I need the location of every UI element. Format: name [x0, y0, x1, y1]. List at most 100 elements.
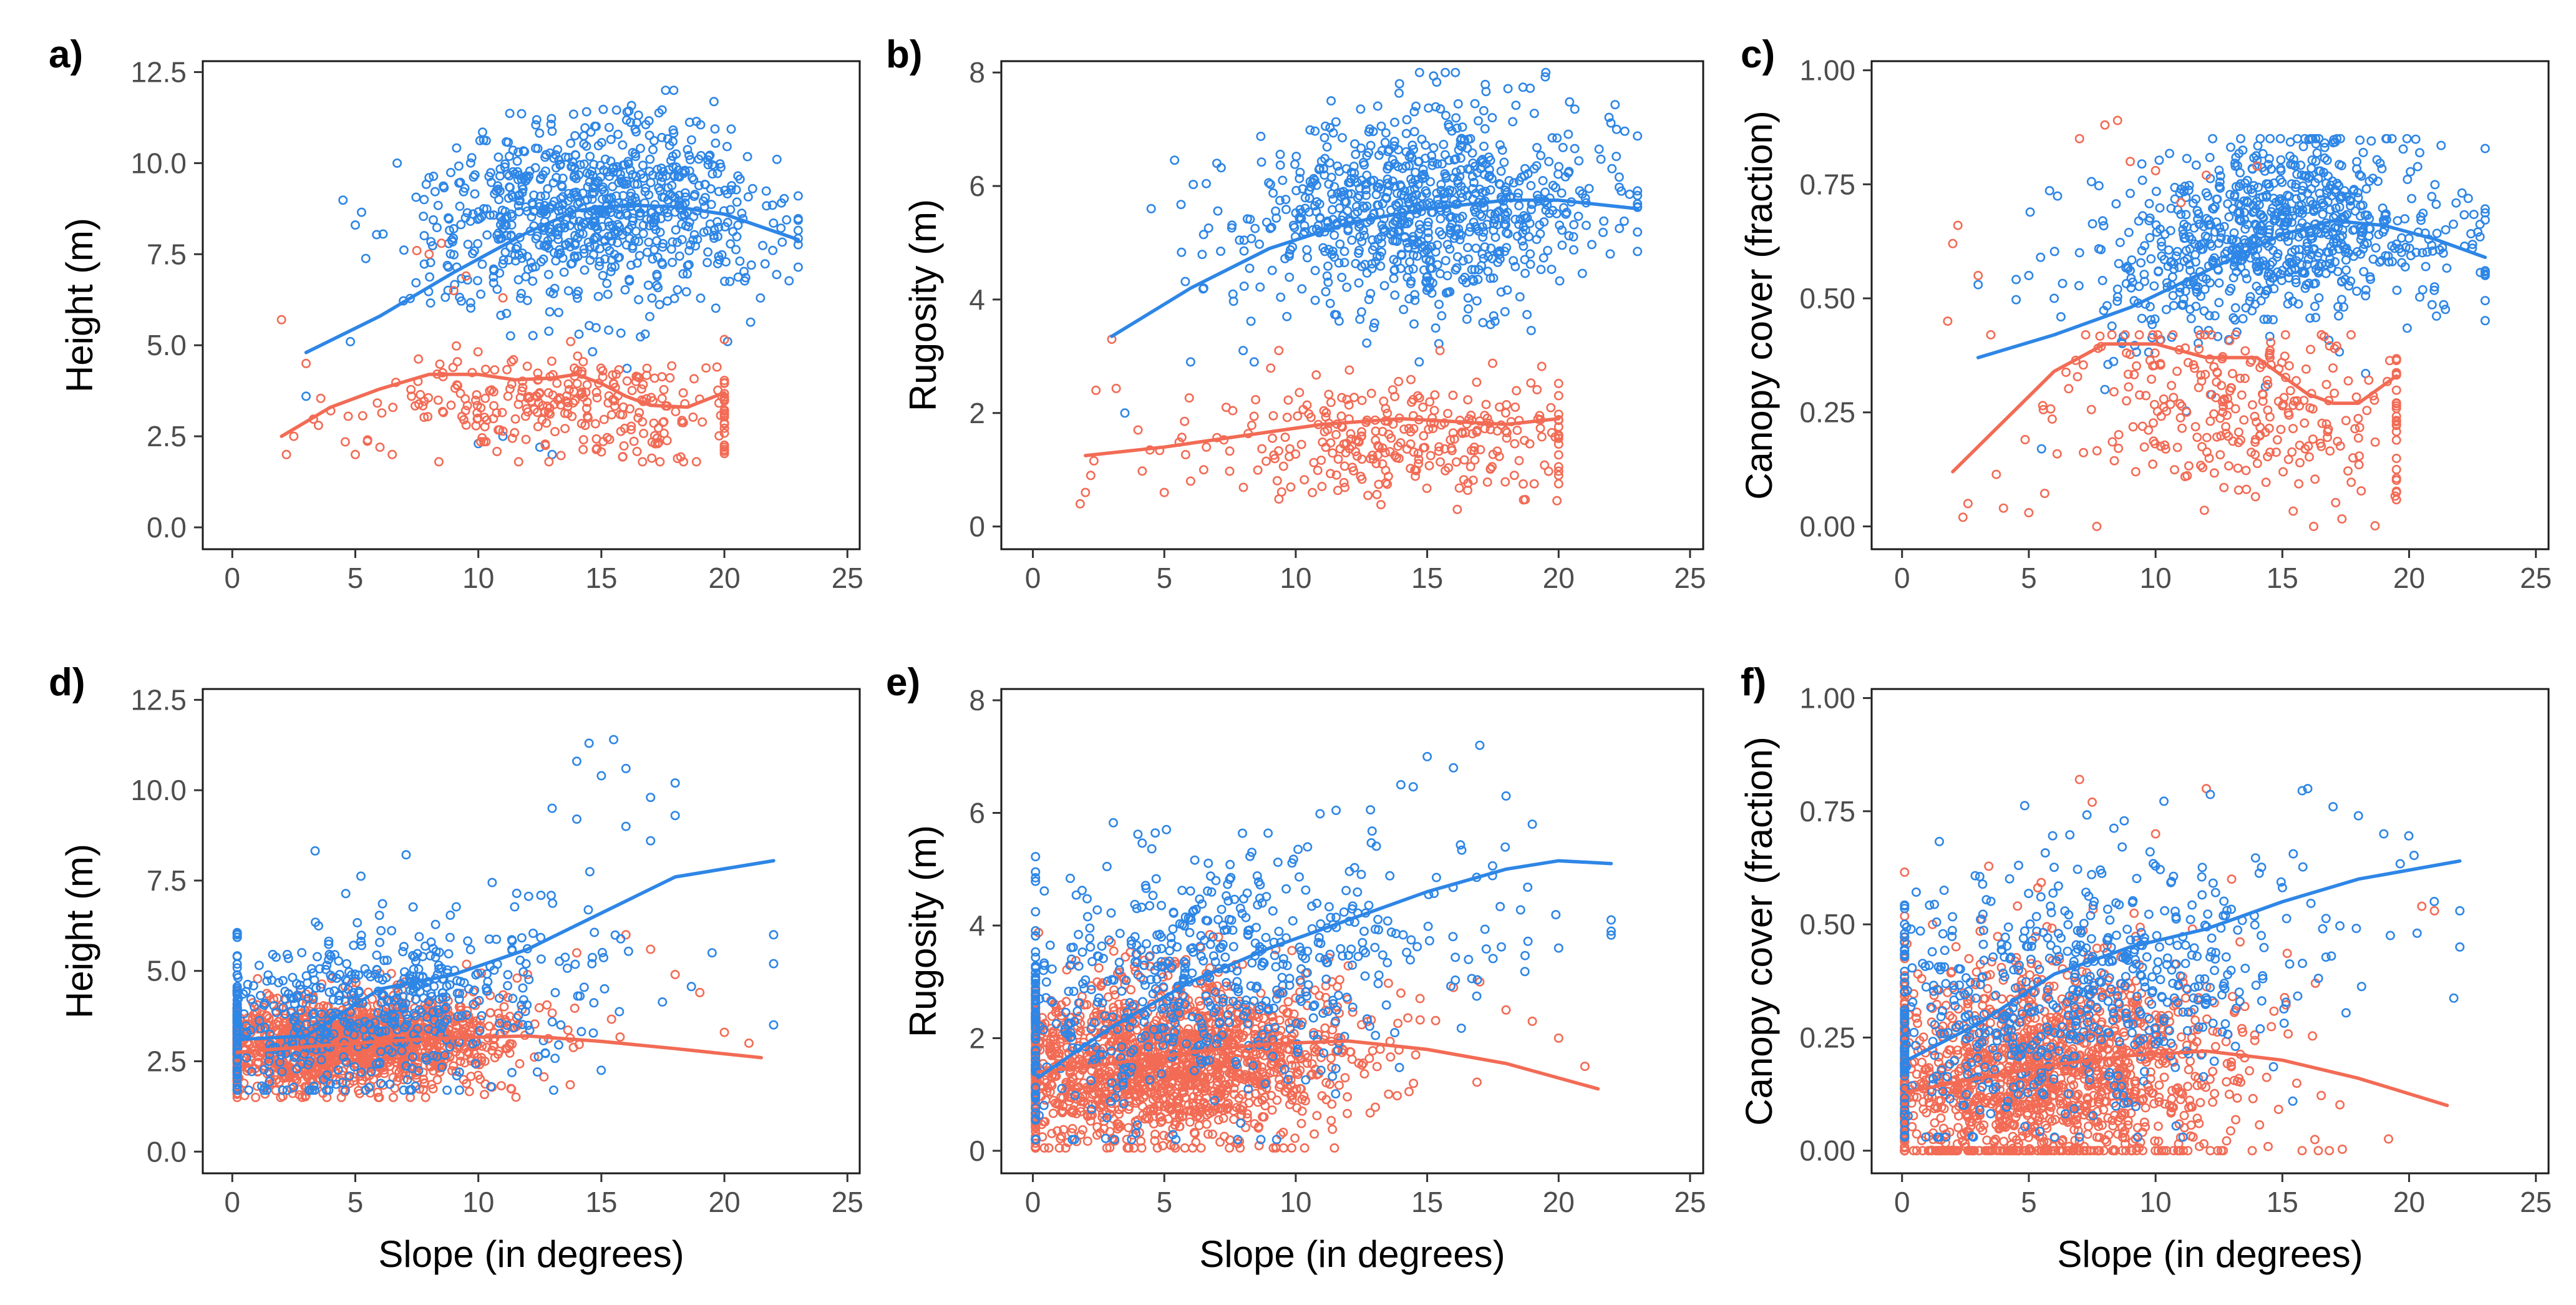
scatter-point — [467, 153, 477, 163]
scatter-point — [657, 372, 667, 382]
scatter-point — [602, 278, 612, 288]
scatter-point — [2290, 161, 2300, 171]
scatter-point — [2178, 300, 2188, 310]
scatter-point — [652, 433, 662, 443]
scatter-point — [2438, 248, 2448, 258]
scatter-point — [1477, 249, 1487, 259]
scatter-point — [570, 170, 580, 180]
scatter-point — [2179, 233, 2189, 243]
scatter-point — [2415, 292, 2425, 302]
scatter-point — [2039, 489, 2049, 499]
scatter-point — [2157, 251, 2167, 261]
scatter-point — [2256, 296, 2266, 306]
y-axis-title: Height (m) — [59, 218, 100, 393]
x-tick-label: 20 — [709, 562, 741, 594]
scatter-point — [2223, 199, 2233, 209]
scatter-point — [2263, 315, 2273, 325]
scatter-point — [1427, 160, 1437, 170]
scatter-point — [772, 270, 782, 280]
scatter-point — [632, 446, 642, 456]
scatter-point — [725, 276, 735, 286]
scatter-point — [2321, 224, 2331, 234]
scatter-point — [2151, 165, 2160, 175]
scatter-point — [531, 120, 541, 130]
scatter-point — [2366, 275, 2376, 285]
scatter-point — [1371, 459, 1381, 469]
scatter-point — [793, 225, 803, 235]
scatter-point — [2169, 393, 2179, 403]
scatter-point — [2268, 315, 2278, 325]
scatter-point — [439, 183, 449, 193]
scatter-point — [2252, 161, 2262, 171]
scatter-point — [1340, 482, 1350, 492]
panel-letter: d) — [49, 661, 85, 704]
scatter-point — [419, 259, 429, 269]
scatter-point — [568, 109, 578, 119]
scatter-point — [1358, 201, 1368, 211]
scatter-point — [2198, 244, 2208, 254]
scatter-point — [589, 160, 599, 170]
scatter-point — [633, 372, 643, 382]
scatter-point — [1293, 411, 1303, 421]
scatter-point — [1536, 265, 1546, 275]
scatter-point — [1394, 453, 1404, 463]
scatter-point — [696, 150, 706, 160]
scatter-point — [2358, 244, 2368, 254]
scatter-point — [516, 288, 526, 298]
scatter-point — [491, 186, 501, 196]
scatter-point — [2353, 414, 2363, 424]
scatter-point — [1290, 159, 1300, 169]
scatter-point — [2240, 178, 2250, 188]
scatter-point — [2355, 211, 2365, 221]
scatter-point — [384, 1057, 394, 1067]
x-tick-label: 25 — [832, 562, 863, 594]
scatter-point — [615, 1032, 625, 1042]
scatter-point — [2421, 261, 2431, 271]
scatter-point — [2139, 442, 2149, 452]
scatter-point — [1452, 504, 1462, 514]
scatter-point — [1381, 447, 1391, 457]
scatter-point — [626, 424, 636, 434]
scatter-point — [2192, 206, 2202, 216]
scatter-point — [2301, 364, 2311, 374]
scatter-point — [547, 114, 557, 124]
scatter-point — [499, 1002, 509, 1012]
scatter-point — [1427, 151, 1437, 161]
scatter-point — [2240, 268, 2250, 278]
scatter-point — [2316, 330, 2326, 340]
scatter-point — [668, 191, 678, 201]
scatter-point — [1519, 241, 1529, 251]
scatter-point — [1268, 411, 1278, 421]
scatter-point — [608, 378, 618, 388]
scatter-point — [2283, 454, 2293, 464]
scatter-point — [2361, 291, 2371, 301]
scatter-point — [2155, 203, 2165, 213]
scatter-point — [1520, 255, 1530, 265]
scatter-point — [647, 293, 657, 303]
scatter-point — [2266, 338, 2276, 348]
scatter-point — [2241, 303, 2251, 313]
scatter-point — [2148, 330, 2158, 340]
scatter-point — [1497, 145, 1507, 155]
scatter-point — [462, 1078, 472, 1088]
scatter-point — [545, 223, 555, 233]
scatter-point — [2282, 190, 2292, 200]
scatter-point — [2257, 163, 2267, 173]
scatter-point — [2038, 401, 2048, 411]
scatter-point — [1323, 261, 1333, 271]
scatter-point — [2137, 211, 2147, 221]
scatter-point — [1423, 233, 1433, 243]
scatter-point — [2295, 401, 2305, 411]
scatter-point — [1553, 378, 1563, 388]
panel-d: 0 5 10 15 20 250.02.55.07.510.012.5d)Height (… — [49, 661, 863, 1275]
scatter-point — [2190, 250, 2200, 260]
scatter-point — [1390, 290, 1400, 300]
scatter-point — [2135, 390, 2145, 400]
scatter-point — [433, 200, 443, 210]
scatter-point — [2245, 291, 2255, 301]
scatter-point — [513, 275, 523, 285]
scatter-point — [482, 230, 492, 240]
scatter-point — [278, 1024, 288, 1034]
scatter-point — [556, 451, 566, 461]
scatter-point — [591, 388, 601, 398]
